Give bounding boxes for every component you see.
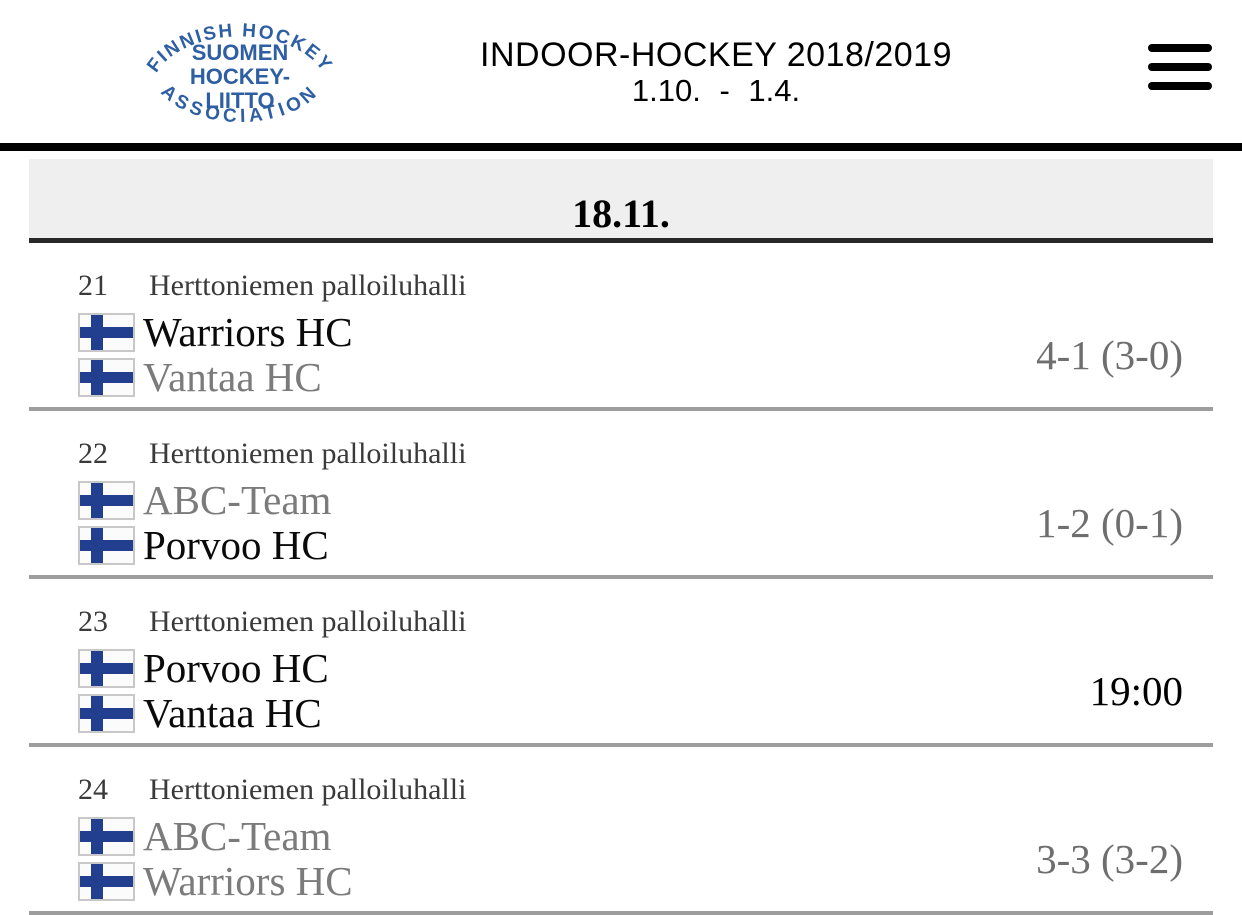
hamburger-icon <box>1148 82 1212 90</box>
away-team-row: Warriors HC <box>78 858 1036 904</box>
date-label: 18.11. <box>572 191 670 236</box>
match-score: 1-2 (0-1) <box>1036 499 1183 546</box>
match-row[interactable]: 22 Herttoniemen palloiluhalli ABC-Team Po… <box>29 411 1213 579</box>
away-team-name: Porvoo HC <box>143 522 329 568</box>
match-body: ABC-Team Warriors HC 3-3 (3-2) <box>29 813 1213 904</box>
hamburger-icon <box>1148 44 1212 52</box>
finland-flag-icon <box>78 525 135 565</box>
home-team-name: ABC-Team <box>143 477 332 523</box>
page-title-block: INDOOR-HOCKEY 2018/2019 1.10. - 1.4. <box>190 36 1242 108</box>
away-team-row: Vantaa HC <box>78 354 1036 400</box>
season-title: INDOOR-HOCKEY 2018/2019 <box>480 36 952 74</box>
teams-block: ABC-Team Porvoo HC <box>29 477 1036 568</box>
away-team-row: Vantaa HC <box>78 690 1090 736</box>
logo-center-line2: HOCKEY- <box>190 64 290 89</box>
match-number: 23 <box>78 605 108 638</box>
match-row[interactable]: 24 Herttoniemen palloiluhalli ABC-Team Wa… <box>29 747 1213 915</box>
app-header: FINNISH HOCKEY ASSOCIATION SUOMEN HOCKEY… <box>0 0 1242 143</box>
match-venue: Herttoniemen palloiluhalli <box>149 773 467 806</box>
finland-flag-icon <box>78 816 135 856</box>
match-row[interactable]: 21 Herttoniemen palloiluhalli Warriors HC… <box>29 243 1213 411</box>
finland-flag-icon <box>78 861 135 901</box>
logo-center-line3: LIITTO <box>205 88 274 113</box>
match-venue: Herttoniemen palloiluhalli <box>149 605 467 638</box>
away-team-name: Warriors HC <box>143 858 353 904</box>
association-logo-svg: FINNISH HOCKEY ASSOCIATION SUOMEN HOCKEY… <box>143 20 335 127</box>
away-team-row: Porvoo HC <box>78 522 1036 568</box>
home-team-name: ABC-Team <box>143 813 332 859</box>
match-body: Warriors HC Vantaa HC 4-1 (3-0) <box>29 309 1213 400</box>
finland-flag-icon <box>78 312 135 352</box>
home-team-name: Porvoo HC <box>143 645 329 691</box>
match-number: 24 <box>78 773 108 806</box>
finland-flag-icon <box>78 648 135 688</box>
match-list: 18.11. 21 Herttoniemen palloiluhalli Warr… <box>29 159 1213 915</box>
away-team-name: Vantaa HC <box>143 690 322 736</box>
date-header-bar: 18.11. <box>29 159 1213 243</box>
match-score: 4-1 (3-0) <box>1036 331 1183 378</box>
home-team-row: ABC-Team <box>78 477 1036 523</box>
association-logo: FINNISH HOCKEY ASSOCIATION SUOMEN HOCKEY… <box>140 3 340 141</box>
match-info-line: 24 Herttoniemen palloiluhalli <box>29 773 1213 807</box>
match-venue: Herttoniemen palloiluhalli <box>149 437 467 470</box>
home-team-row: ABC-Team <box>78 813 1036 859</box>
header-divider <box>0 143 1242 151</box>
match-venue: Herttoniemen palloiluhalli <box>149 269 467 302</box>
match-info-line: 22 Herttoniemen palloiluhalli <box>29 437 1213 471</box>
teams-block: Porvoo HC Vantaa HC <box>29 645 1090 736</box>
season-date-range: 1.10. - 1.4. <box>631 73 801 108</box>
match-number: 22 <box>78 437 108 470</box>
match-score: 3-3 (3-2) <box>1036 835 1183 882</box>
match-info-line: 23 Herttoniemen palloiluhalli <box>29 605 1213 639</box>
home-team-name: Warriors HC <box>143 309 353 355</box>
finland-flag-icon <box>78 480 135 520</box>
hamburger-icon <box>1148 63 1212 71</box>
teams-block: ABC-Team Warriors HC <box>29 813 1036 904</box>
match-info-line: 21 Herttoniemen palloiluhalli <box>29 269 1213 303</box>
finland-flag-icon <box>78 357 135 397</box>
teams-block: Warriors HC Vantaa HC <box>29 309 1036 400</box>
match-number: 21 <box>78 269 108 302</box>
match-row[interactable]: 23 Herttoniemen palloiluhalli Porvoo HC V… <box>29 579 1213 747</box>
home-team-row: Porvoo HC <box>78 645 1090 691</box>
away-team-name: Vantaa HC <box>143 354 322 400</box>
hamburger-menu-button[interactable] <box>1148 44 1212 90</box>
match-body: ABC-Team Porvoo HC 1-2 (0-1) <box>29 477 1213 568</box>
match-start-time: 19:00 <box>1089 667 1183 714</box>
home-team-row: Warriors HC <box>78 309 1036 355</box>
finland-flag-icon <box>78 693 135 733</box>
logo-center-line1: SUOMEN <box>192 40 289 65</box>
match-body: Porvoo HC Vantaa HC 19:00 <box>29 645 1213 736</box>
